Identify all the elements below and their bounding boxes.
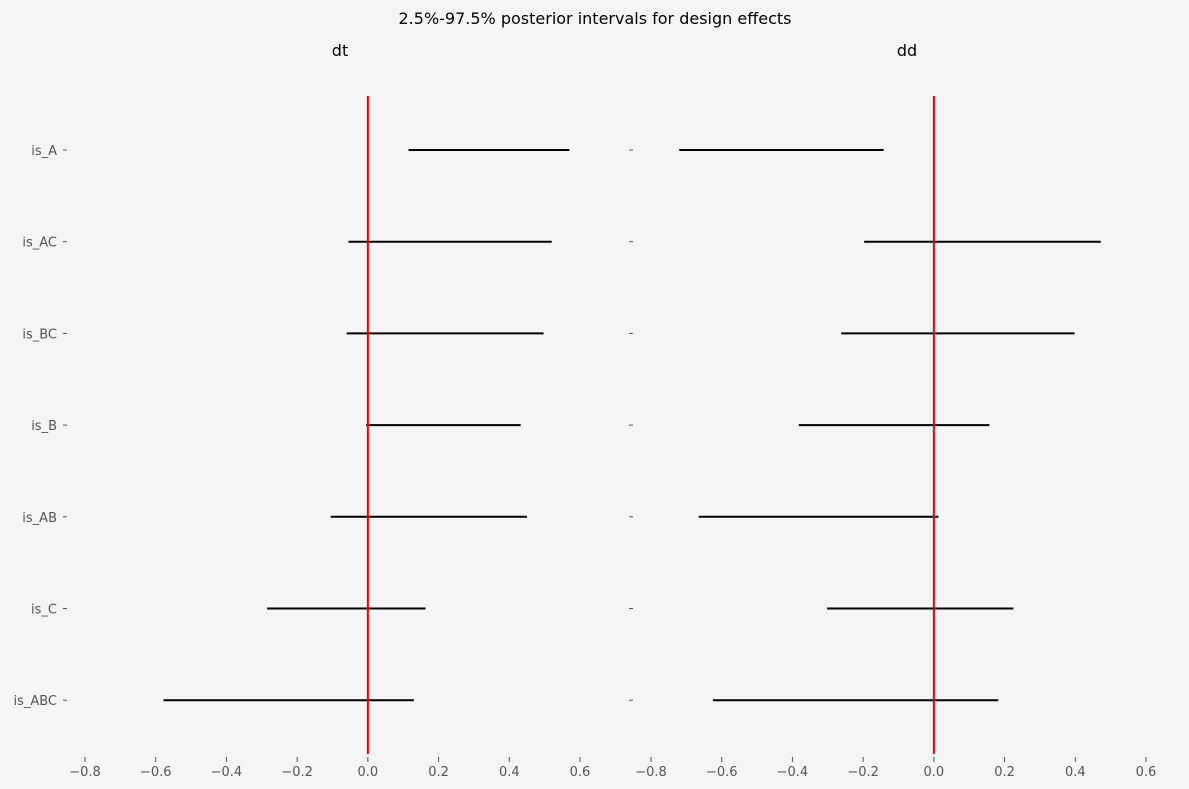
x-tick-label: 0.0	[358, 765, 379, 780]
x-tick-label: −0.6	[140, 765, 172, 780]
x-tick-label: −0.4	[211, 765, 243, 780]
x-tick-label: 0.2	[428, 765, 449, 780]
y-tick-label: is_ABC	[13, 694, 57, 709]
x-tick-label: −0.6	[706, 765, 738, 780]
panel-title-dt: dt	[332, 41, 348, 60]
x-tick-label: 0.4	[499, 765, 520, 780]
y-tick-label: is_AC	[22, 236, 57, 251]
x-tick-label: −0.2	[847, 765, 879, 780]
x-tick-label: −0.8	[635, 765, 667, 780]
x-tick-label: 0.6	[1136, 765, 1157, 780]
y-tick-label: is_BC	[22, 327, 57, 342]
x-tick-label: 0.4	[1065, 765, 1086, 780]
x-tick-label: 0.2	[994, 765, 1015, 780]
y-tick-label: is_B	[31, 419, 57, 434]
y-tick-label: is_C	[31, 603, 57, 618]
x-tick-label: 0.6	[570, 765, 591, 780]
x-tick-label: −0.4	[777, 765, 809, 780]
y-tick-label: is_A	[31, 144, 57, 159]
x-tick-label: 0.0	[924, 765, 945, 780]
panel-title-dd: dd	[897, 41, 917, 60]
panel-dd: dd −0.8 −0.6 −0.4 −0.2 0.0 0.2 0.4 0.6	[629, 41, 1156, 780]
x-tick-label: −0.2	[281, 765, 313, 780]
chart-title: 2.5%-97.5% posterior intervals for desig…	[399, 9, 792, 28]
y-tick-label: is_AB	[22, 511, 57, 526]
x-tick-label: −0.8	[69, 765, 101, 780]
panel-dt: dt is_A is_AC is_BC is_B is_AB is_C is_ABC −0.8…	[13, 41, 590, 780]
